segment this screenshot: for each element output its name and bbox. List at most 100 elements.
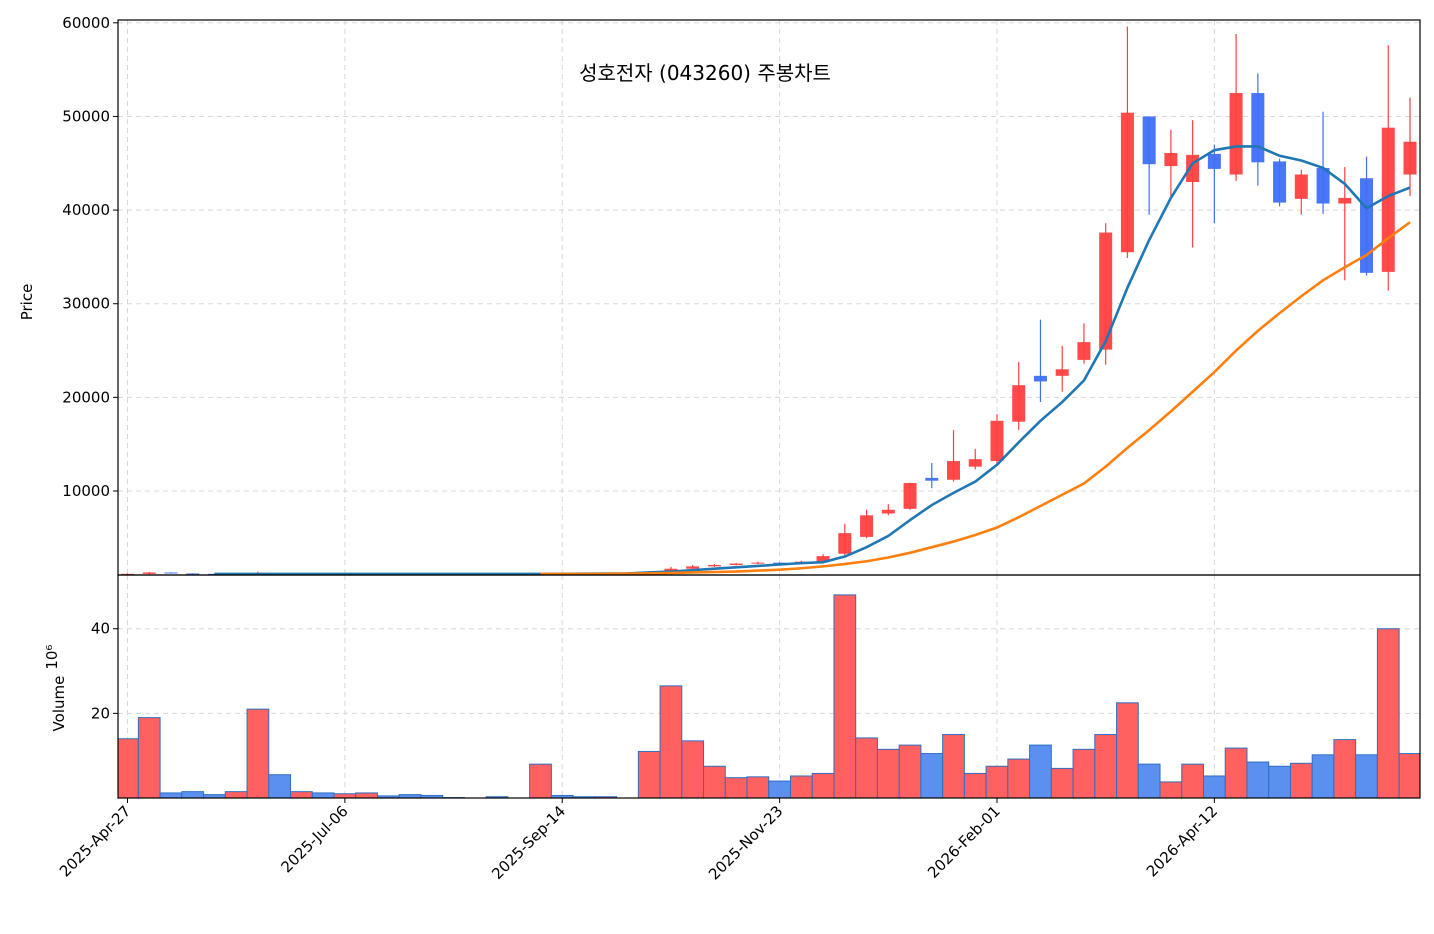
volume-bar <box>291 792 313 798</box>
chart-title: 성호전자 (043260) 주봉차트 <box>579 61 831 85</box>
volume-bar <box>790 776 812 798</box>
volume-bar <box>225 792 247 798</box>
y-tick-label: 10000 <box>62 482 110 500</box>
volume-bar <box>1030 745 1052 798</box>
volume-bar <box>160 793 182 798</box>
volume-bar <box>725 778 747 798</box>
candle-body <box>1056 369 1069 376</box>
y-tick-label: 40000 <box>62 201 110 219</box>
volume-bar <box>856 738 878 798</box>
volume-bar <box>877 749 899 798</box>
volume-bar <box>682 741 704 798</box>
volume-bar <box>138 718 160 798</box>
volume-bar <box>899 745 921 798</box>
candle-body <box>1012 385 1025 422</box>
candle-body <box>1230 93 1243 174</box>
volume-bar <box>1399 754 1421 798</box>
volume-bar <box>312 793 334 798</box>
volume-bar <box>1051 768 1073 798</box>
volume-bar <box>269 775 291 798</box>
price-plot <box>118 20 1420 575</box>
volume-label: Volume <box>50 676 68 732</box>
volume-bar <box>638 751 660 798</box>
candle-body <box>882 510 895 514</box>
candle-body <box>164 572 177 573</box>
frame <box>118 20 1420 798</box>
candle-body <box>1273 161 1286 202</box>
offset-label: 10⁶ <box>43 645 61 670</box>
y-tick-label: 40 <box>91 620 110 638</box>
volume-bar <box>1138 764 1160 798</box>
candle-body <box>1295 175 1308 199</box>
volume-bar <box>1073 749 1095 798</box>
x-tick-label: 2026-Apr-12 <box>1143 802 1221 880</box>
volume-bar <box>812 773 834 798</box>
candle-body <box>1077 342 1090 360</box>
candle-body <box>904 483 917 509</box>
candle-body <box>730 564 743 565</box>
volume-bar <box>1182 764 1204 798</box>
candle-body <box>1121 113 1134 253</box>
volume-bar <box>1095 735 1117 798</box>
volume-bar <box>964 773 986 798</box>
volume-bar <box>1247 762 1269 798</box>
volume-plot <box>117 575 1421 798</box>
candle-body <box>186 573 199 574</box>
candle-body <box>1338 198 1351 204</box>
candle-body <box>1404 142 1417 175</box>
candle-body <box>860 515 873 537</box>
volume-bar <box>1377 629 1399 798</box>
candle-body <box>708 565 721 566</box>
candle-body <box>1143 116 1156 164</box>
candle-body <box>1034 376 1047 382</box>
candle-body <box>686 566 699 568</box>
x-tick-label: 2025-Nov-23 <box>705 802 786 883</box>
volume-bar <box>1290 763 1312 798</box>
candle-body <box>1208 154 1221 169</box>
y-axis-label: Price <box>18 284 36 321</box>
candle-body <box>969 459 982 466</box>
volume-bar <box>921 754 943 798</box>
candle-body <box>1317 168 1330 204</box>
volume-bar <box>1225 748 1247 798</box>
volume-bar <box>117 739 139 798</box>
ma-line <box>541 222 1410 574</box>
volume-bar <box>356 793 378 798</box>
y-tick-label: 60000 <box>62 14 110 32</box>
y-tick-label: 30000 <box>62 295 110 313</box>
volume-bar <box>182 792 204 798</box>
x-tick-label: 2025-Apr-27 <box>56 802 134 880</box>
volume-bar <box>530 764 552 798</box>
volume-bar <box>747 777 769 798</box>
x-tick-label: 2025-Jul-06 <box>277 802 351 876</box>
volume-bar <box>769 781 791 798</box>
volume-bar <box>1334 740 1356 798</box>
candle-body <box>925 478 938 481</box>
candle-body <box>947 461 960 480</box>
volume-bar <box>1160 782 1182 798</box>
y-tick-label: 50000 <box>62 107 110 125</box>
candle-body <box>1251 93 1264 162</box>
volume-bar <box>1008 759 1030 798</box>
candle-body <box>1164 153 1177 166</box>
volume-bar <box>334 794 356 798</box>
volume-bar <box>1269 766 1291 798</box>
volume-bar <box>943 735 965 798</box>
volume-bar <box>986 766 1008 798</box>
volume-bar <box>660 686 682 798</box>
x-tick-label: 2025-Sep-14 <box>488 802 569 883</box>
y-axis-label: Volume 10⁶ <box>43 645 68 732</box>
candle-body <box>990 421 1003 461</box>
y-tick-label: 20000 <box>62 388 110 406</box>
y-tick-label: 20 <box>91 704 110 722</box>
volume-bar <box>704 766 726 798</box>
volume-bar <box>1356 755 1378 798</box>
candle-body <box>838 533 851 554</box>
volume-bar <box>247 709 269 798</box>
volume-bar <box>1203 776 1225 798</box>
volume-bar <box>834 595 856 798</box>
volume-bar <box>1312 755 1334 798</box>
candle-body <box>143 572 156 573</box>
volume-bar <box>1117 703 1139 798</box>
